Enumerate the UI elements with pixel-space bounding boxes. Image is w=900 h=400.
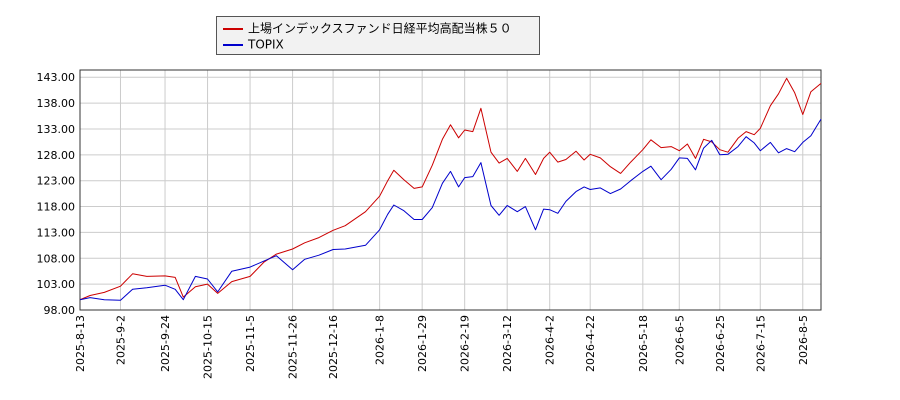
y-tick-label: 118.00 [37, 201, 76, 214]
legend-label-topix: TOPIX [248, 37, 284, 52]
x-tick-label: 2025-9-2 [114, 315, 127, 365]
x-tick-label: 2026-1-8 [374, 315, 387, 365]
x-tick-label: 2026-8-5 [797, 315, 810, 365]
plot-area [79, 69, 822, 311]
legend-label-fund: 上場インデックスファンド日経平均高配当株５０ [248, 21, 512, 36]
legend-swatch-topix [223, 43, 243, 46]
x-tick-label: 2026-1-29 [416, 315, 429, 372]
x-tick-label: 2026-6-5 [673, 315, 686, 365]
x-tick-label: 2026-2-19 [459, 315, 472, 372]
y-tick-label: 128.00 [37, 149, 76, 162]
x-tick-label: 2025-8-13 [74, 315, 87, 372]
y-tick-label: 138.00 [37, 97, 76, 110]
legend: 上場インデックスファンド日経平均高配当株５０ TOPIX [216, 16, 540, 55]
legend-item-topix: TOPIX [223, 36, 284, 52]
x-tick-label: 2026-4-2 [544, 315, 557, 365]
y-tick-label: 103.00 [37, 278, 76, 291]
legend-swatch-fund [223, 27, 243, 30]
x-tick-label: 2025-9-24 [159, 315, 172, 372]
x-tick-label: 2025-11-26 [287, 315, 300, 379]
x-axis: 2025-8-13 2025-9-2 2025-9-24 2025-10-15 2025… [74, 315, 810, 379]
series-line-fund [79, 77, 822, 301]
x-tick-label: 2026-7-15 [754, 315, 767, 372]
x-tick-label: 2026-3-12 [501, 315, 514, 372]
y-tick-label: 113.00 [37, 226, 76, 239]
y-tick-label: 123.00 [37, 175, 76, 188]
series-lines [79, 77, 822, 301]
x-tick-label: 2025-12-16 [327, 315, 340, 379]
y-axis: 98.00 103.00 108.00 113.00 118.00 123.00 128.0… [37, 71, 76, 317]
x-tick-label: 2026-4-22 [584, 315, 597, 372]
y-tick-label: 133.00 [37, 123, 76, 136]
x-tick-label: 2025-11-5 [244, 315, 257, 372]
x-tick-label: 2026-6-25 [714, 315, 727, 372]
y-tick-label: 108.00 [37, 252, 76, 265]
y-tick-label: 98.00 [44, 304, 76, 317]
x-tick-label: 2025-10-15 [202, 315, 215, 379]
y-tick-label: 143.00 [37, 71, 76, 84]
legend-item-fund: 上場インデックスファンド日経平均高配当株５０ [223, 20, 512, 36]
grid-lines [79, 70, 821, 311]
x-tick-label: 2026-5-18 [637, 315, 650, 372]
series-line-topix [79, 118, 822, 301]
